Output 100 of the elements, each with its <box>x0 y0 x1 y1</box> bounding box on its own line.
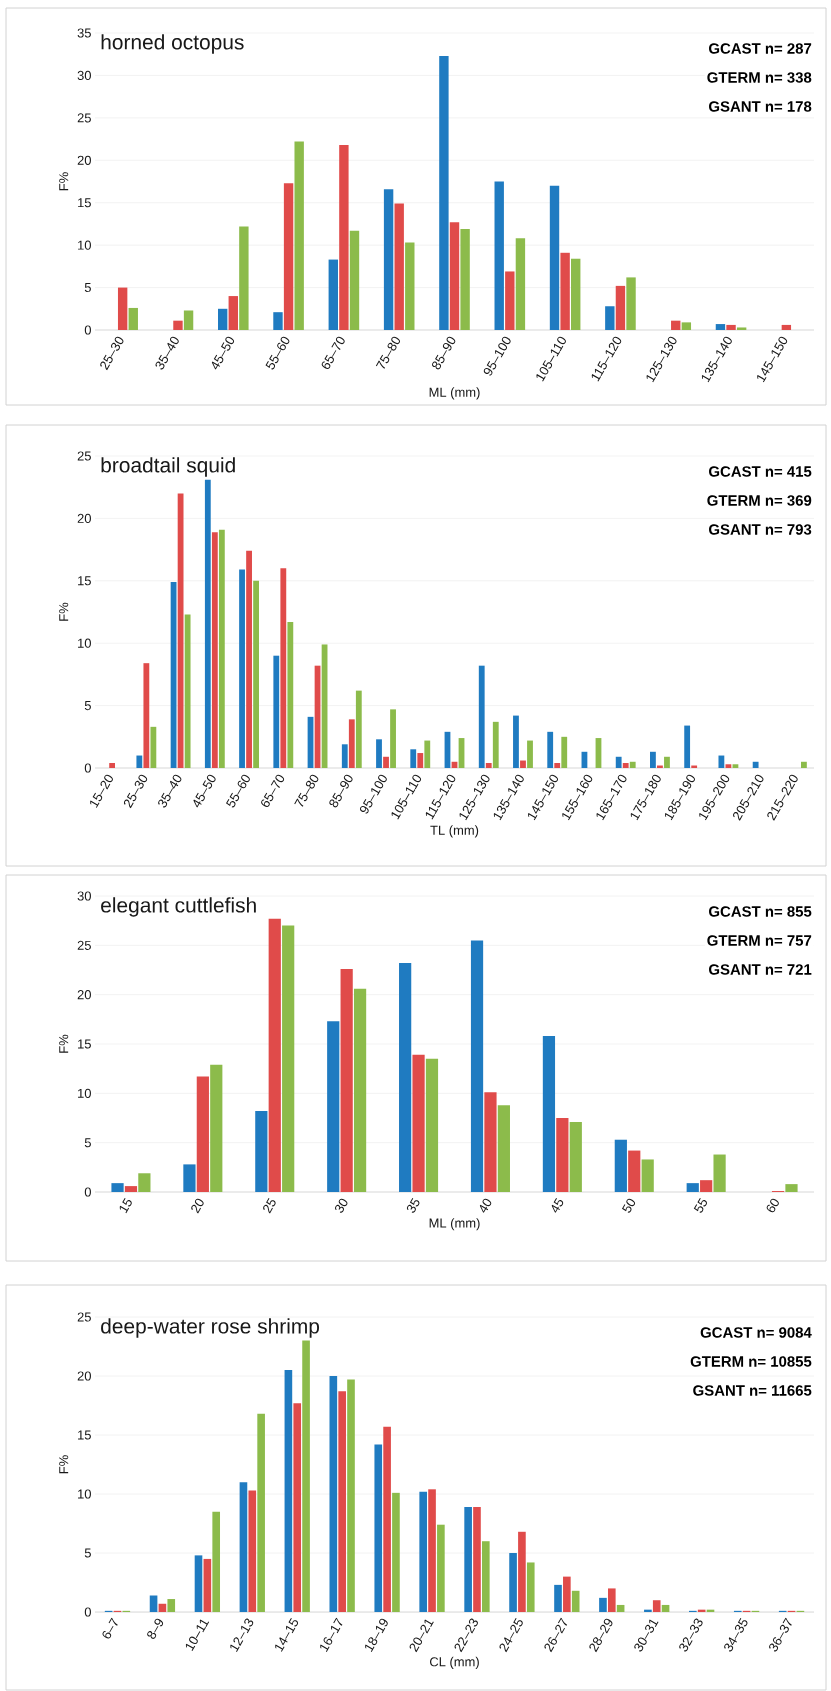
bar <box>439 55 449 331</box>
bar <box>652 1600 661 1613</box>
bar <box>492 721 499 769</box>
bar <box>128 307 138 331</box>
bar <box>725 764 732 769</box>
x-tick-label: 60 <box>766 1198 779 1213</box>
bar <box>173 320 183 331</box>
bar <box>547 731 554 769</box>
bar <box>136 755 143 769</box>
annotation: GCAST n= 855 <box>709 906 812 917</box>
bar <box>684 725 691 769</box>
bar <box>607 1588 616 1613</box>
bar <box>520 760 526 769</box>
bar <box>341 744 348 769</box>
chart-title: horned octopus <box>101 34 244 54</box>
y-axis-title: F% <box>59 172 69 191</box>
annotation: GSANT n= 793 <box>709 524 812 535</box>
bar <box>515 238 526 331</box>
bar <box>376 739 382 769</box>
bar <box>556 1118 569 1193</box>
bar <box>196 1076 209 1193</box>
bar <box>248 1490 257 1613</box>
y-tick-label: 5 <box>84 283 91 293</box>
bar <box>183 1164 196 1193</box>
annotation: GSANT n= 178 <box>709 101 812 112</box>
annotation: GTERM n= 10855 <box>690 1356 812 1367</box>
x-tick-label: 35 <box>406 1198 420 1213</box>
y-tick-label: 25 <box>77 113 91 123</box>
bar <box>513 715 519 769</box>
bar <box>569 1121 582 1193</box>
bar <box>425 1058 439 1193</box>
bar <box>239 569 245 769</box>
y-tick-label: 0 <box>84 1607 91 1617</box>
bar <box>563 1576 571 1613</box>
bar <box>686 1183 699 1193</box>
bar <box>390 709 396 769</box>
bar <box>217 308 228 331</box>
bar <box>349 230 360 331</box>
y-axis-title: F% <box>59 1455 69 1474</box>
y-tick-label: 10 <box>78 638 91 648</box>
y-tick-label: 25 <box>77 1312 91 1322</box>
bar <box>526 1562 535 1613</box>
bar <box>399 963 412 1193</box>
y-tick-label: 10 <box>78 240 91 250</box>
bar <box>138 1173 151 1193</box>
bar <box>284 1370 293 1613</box>
bar <box>494 181 504 331</box>
bar <box>293 1403 302 1613</box>
x-tick-label: 55 <box>693 1197 707 1213</box>
bar <box>177 493 184 769</box>
bar <box>211 532 218 769</box>
bar <box>124 1186 138 1193</box>
bar <box>437 1524 445 1613</box>
y-tick-label: 0 <box>84 325 91 335</box>
bar <box>481 1541 490 1613</box>
y-tick-label: 20 <box>77 990 91 1000</box>
bar <box>605 306 615 331</box>
y-tick-label: 25 <box>77 940 91 950</box>
bar <box>801 761 807 769</box>
bar <box>348 719 355 769</box>
bar <box>615 756 622 769</box>
bar <box>210 1064 223 1193</box>
bar <box>374 1444 383 1613</box>
y-tick-label: 0 <box>84 1187 91 1197</box>
bar <box>641 1159 654 1193</box>
bar <box>417 753 424 769</box>
bar <box>518 1531 526 1613</box>
bar <box>283 183 294 331</box>
y-tick-label: 30 <box>77 891 91 901</box>
y-tick-label: 5 <box>84 1548 91 1558</box>
bar <box>671 320 681 331</box>
y-tick-label: 15 <box>78 576 91 586</box>
bar <box>412 1054 425 1193</box>
y-tick-label: 0 <box>84 763 91 773</box>
bar <box>715 324 726 331</box>
bar <box>268 918 281 1193</box>
bar <box>280 568 287 769</box>
bar <box>150 726 157 769</box>
bar <box>561 736 568 769</box>
bar <box>554 763 561 769</box>
bar <box>628 1150 641 1193</box>
annotation: GCAST n= 287 <box>709 43 812 54</box>
bar <box>394 203 404 331</box>
bar <box>428 1489 436 1613</box>
bar <box>785 1184 798 1193</box>
bar <box>681 322 692 331</box>
bar <box>239 226 249 331</box>
x-tick-label: 30 <box>334 1198 348 1213</box>
bar <box>622 763 629 769</box>
bar <box>184 614 191 769</box>
x-tick-label: 20 <box>191 1198 204 1214</box>
bar <box>650 751 656 769</box>
bar <box>218 529 225 769</box>
y-tick-label: 20 <box>77 1371 91 1381</box>
y-tick-label: 10 <box>78 1489 91 1499</box>
bar <box>383 1426 391 1613</box>
bar <box>167 1599 176 1613</box>
annotation: GCAST n= 415 <box>709 466 812 477</box>
x-tick-label: 45 <box>551 1197 564 1213</box>
bar <box>473 1507 481 1613</box>
